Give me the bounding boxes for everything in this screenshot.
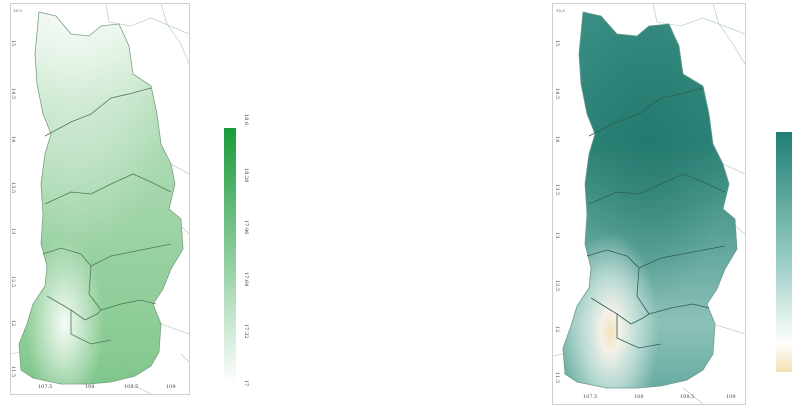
left-ytick-5: 12.5 [10, 276, 16, 288]
left-legend-label-5: 17 [243, 380, 249, 387]
right-ytick-0: 15 [554, 40, 560, 47]
left-ytick-7: 11.5 [10, 366, 16, 378]
right-xtick-3: 109 [726, 394, 736, 400]
right-xtick-0: 107.5 [583, 394, 598, 400]
right-ytick-1: 14.5 [554, 88, 560, 100]
svg-text:15.5: 15.5 [13, 8, 22, 13]
left-legend-label-4: 17.32 [243, 324, 249, 339]
left-ytick-2: 14 [10, 136, 16, 143]
right-ytick-7: 11.5 [554, 372, 560, 384]
right-province-outline [562, 11, 738, 389]
right-province-fill [563, 12, 737, 388]
right-map-panel: 15.5 15 14.5 14 13.5 13 12.5 12 11.5 107… [540, 0, 799, 413]
left-map-panel: 15.5 15 14.5 14 13.5 13 12.5 12 11.5 107… [0, 0, 260, 413]
left-district-borders [42, 87, 172, 345]
right-district-borders [586, 87, 726, 349]
left-ytick-3: 13.5 [10, 182, 16, 194]
right-xtick-1: 108 [634, 394, 644, 400]
left-legend-label-3: 17.64 [243, 272, 249, 287]
left-legend-colorbar [224, 128, 236, 384]
right-background-borders [553, 4, 745, 404]
right-xtick-2: 108.5 [680, 394, 695, 400]
left-province-fill [19, 12, 183, 384]
left-xtick-2: 108.5 [124, 384, 139, 390]
left-map-frame: 15.5 [10, 3, 190, 395]
left-xtick-1: 108 [85, 384, 95, 390]
left-legend-label-2: 17.96 [243, 220, 249, 235]
svg-text:15.5: 15.5 [556, 8, 565, 13]
right-ytick-2: 14 [554, 136, 560, 143]
left-legend-label-1: 18.28 [243, 168, 249, 183]
right-ytick-3: 13.5 [554, 184, 560, 196]
right-legend-colorbar [776, 132, 792, 372]
left-ytick-0: 15 [10, 40, 16, 47]
left-map-svg: 15.5 [11, 4, 189, 394]
right-ytick-4: 13 [554, 232, 560, 239]
left-province-outline [18, 11, 184, 385]
left-legend-label-0: 18.6 [243, 114, 249, 126]
left-background-borders [11, 4, 189, 394]
left-ytick-6: 12 [10, 320, 16, 327]
left-ytick-4: 13 [10, 228, 16, 235]
left-xtick-3: 109 [166, 384, 176, 390]
right-ytick-5: 12.5 [554, 280, 560, 292]
right-map-svg: 15.5 [553, 4, 745, 404]
right-map-frame: 15.5 [552, 3, 746, 405]
right-ytick-6: 12 [554, 326, 560, 333]
left-xtick-0: 107.5 [38, 384, 53, 390]
left-ytick-1: 14.5 [10, 88, 16, 100]
